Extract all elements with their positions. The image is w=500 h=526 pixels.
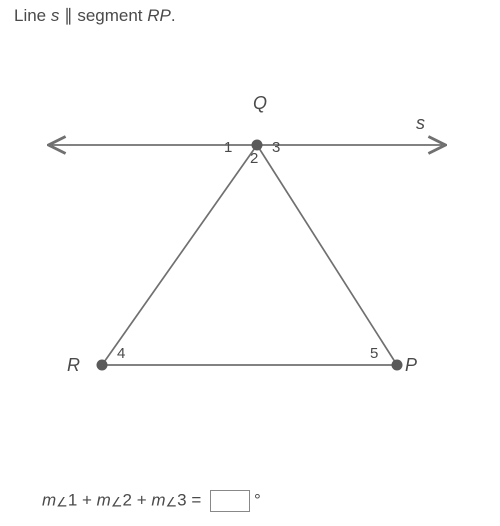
label-r: R: [67, 355, 80, 376]
stmt-pre: Line: [14, 6, 51, 25]
eq-eq: =: [187, 490, 206, 509]
eq-m1: m: [42, 490, 56, 509]
stmt-par: ∥ segment: [59, 6, 147, 25]
eq-ang1: ∠: [56, 494, 68, 509]
label-p: P: [405, 355, 417, 376]
eq-m3: m: [151, 490, 165, 509]
eq-a2: 2: [123, 490, 132, 509]
eq-ang3: ∠: [166, 494, 178, 509]
eq-a3: 3: [177, 490, 186, 509]
triangle-figure: Q s R P 1 2 3 4 5: [42, 95, 452, 425]
eq-m2: m: [97, 490, 111, 509]
label-q: Q: [253, 93, 267, 114]
point-p: [392, 360, 403, 371]
eq-a1: 1: [68, 490, 77, 509]
angle-2: 2: [250, 150, 258, 167]
point-q: [252, 140, 263, 151]
eq-p2: +: [132, 490, 151, 509]
stmt-rp: RP: [147, 6, 171, 25]
angle-1: 1: [224, 139, 232, 156]
side-qr: [102, 145, 257, 365]
angle-4: 4: [117, 345, 125, 362]
side-qp: [257, 145, 397, 365]
point-r: [97, 360, 108, 371]
angle-5: 5: [370, 345, 378, 362]
parallel-statement: Line s ∥ segment RP.: [14, 6, 176, 26]
answer-input[interactable]: [210, 490, 250, 512]
equation-line: m∠1 + m∠2 + m∠3 = °: [42, 490, 261, 512]
label-s: s: [416, 113, 425, 134]
stmt-post: .: [171, 6, 176, 25]
eq-p1: +: [77, 490, 96, 509]
eq-ang2: ∠: [111, 494, 123, 509]
angle-3: 3: [272, 139, 280, 156]
eq-deg: °: [254, 490, 261, 509]
figure-svg: [42, 95, 452, 425]
